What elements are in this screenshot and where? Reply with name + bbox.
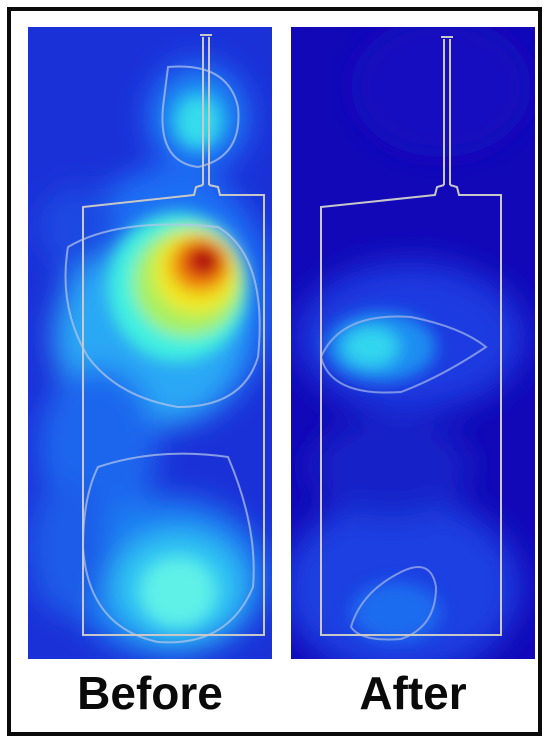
before-heatmap-panel — [28, 27, 272, 659]
before-heatmap — [28, 27, 272, 659]
after-label: After — [359, 667, 467, 719]
after-heatmap-panel — [291, 27, 535, 659]
before-label: Before — [77, 667, 223, 719]
after-heatmap — [291, 27, 535, 659]
